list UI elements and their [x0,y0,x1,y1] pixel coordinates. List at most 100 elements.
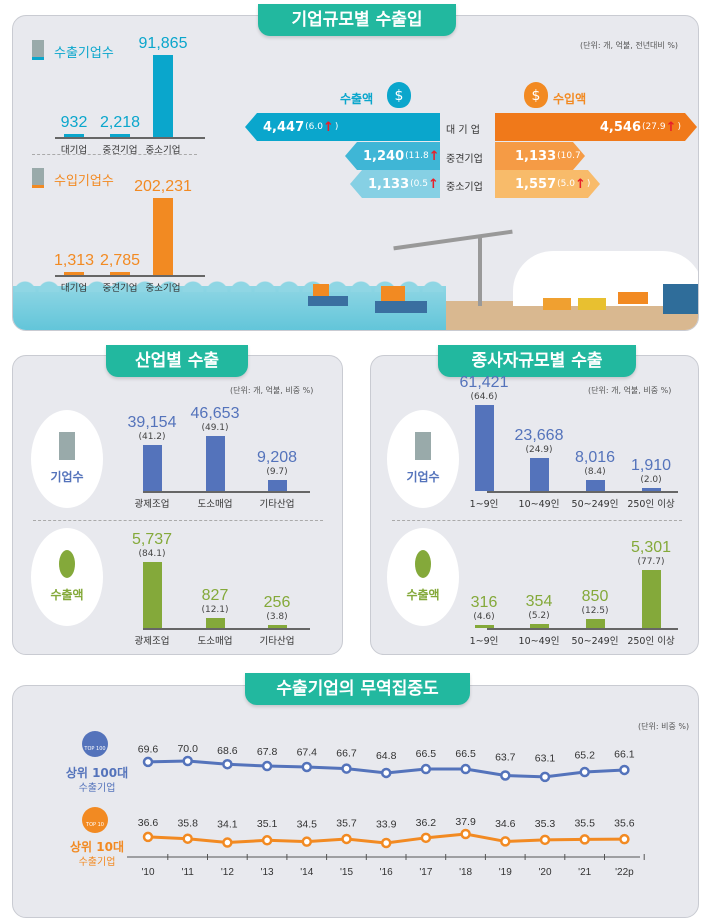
data-point [301,761,313,773]
category-label: 대기업 [60,283,88,294]
category-label: 1~9인 [469,499,499,510]
bar-value-label: 2,785 [99,252,141,269]
bar [142,444,162,491]
data-label: 36.6 [138,817,159,829]
top100-sub: 수출기업 [78,783,116,794]
x-tick-label: '20 [538,867,551,878]
bar [153,55,173,137]
bar-value-label: 256 [263,594,291,611]
icon-circle: 수출액 [31,528,103,626]
data-label: 69.6 [138,744,159,756]
x-tick-label: '14 [300,867,313,878]
data-point [380,767,392,779]
data-label: 36.2 [416,817,437,829]
data-point [261,760,273,772]
bar [474,405,494,491]
bar-share-label: (2.0) [640,475,662,485]
bar [205,436,225,491]
export-amount-arrow: 1,133(0.5↑) [350,170,440,198]
data-label: 67.8 [257,746,278,758]
import-amount-label: 수입액 [553,92,587,106]
export-amount-arrow: 1,240(11.8↑) [345,142,440,170]
data-point [500,770,511,781]
bar-share-label: (8.4) [584,466,606,477]
import-change: (5.0 [557,179,575,189]
data-label: 35.3 [535,818,556,830]
top10-sub: 수출기업 [78,857,116,868]
data-point [539,771,551,783]
category-label: 10~49인 [518,636,560,647]
sea-waves [13,278,446,292]
export-amount-value: 4,447 [263,119,305,135]
bar-value-label: 1,313 [53,252,95,269]
x-tick-label: '21 [578,867,591,878]
section-title: 종사자규모별 수출 [438,345,636,377]
category-label: 도소매업 [197,636,233,647]
up-arrow-icon: ↑ [427,176,439,192]
firm-count-label: 기업수 [406,470,440,484]
data-label: 66.1 [614,748,635,760]
axis-baseline [55,275,205,277]
bar-share-label: (64.6) [470,392,498,402]
crane-icon [478,236,482,306]
data-point [539,834,551,846]
import-amount-value: 4,546 [599,119,642,135]
data-label: 37.9 [455,816,476,828]
paren: ) [677,122,681,132]
bar-value-label: 8,016 [574,448,616,466]
bar-value-label: 827 [201,587,229,605]
factory-icon [663,284,698,314]
data-point [579,834,590,845]
category-label: 중소기업 [145,283,181,294]
bar-value-label: 23,668 [514,426,564,444]
up-arrow-icon: ↑ [574,176,586,192]
export-amount-label: 수출액 [340,92,374,106]
bar-value-label: 354 [525,593,553,611]
truck-icon [578,298,606,310]
data-point [182,833,193,844]
bar-value-label: 2,218 [99,114,141,131]
bar-value-label: 850 [581,587,609,605]
building-icon [415,432,431,460]
divider [33,520,323,521]
divider [32,154,197,155]
bar-share-label: (84.1) [138,549,166,559]
category-label: 중견기업 [102,283,138,294]
data-point [380,837,392,849]
data-point [619,833,630,845]
import-amount-value: 1,133 [515,148,557,164]
container-icon [313,284,329,296]
import-change: (10.7 [557,151,581,161]
export-amount-arrow: 4,447 (6.0 ↑) [245,113,440,141]
bar-value-label: 316 [470,593,498,611]
data-point [460,828,471,840]
x-tick-label: '19 [499,867,512,878]
firm-count-label: 기업수 [50,470,84,484]
data-point [460,763,471,775]
sea-illustration [13,286,446,330]
top10-label: 상위 10대 [70,840,124,854]
row-label: 중견기업 [446,154,483,165]
bar-value-label: 61,421 [459,374,509,391]
top100-badge-icon: TOP 100 [82,731,108,757]
export-amount-value: 1,240 [363,148,405,164]
category-label: 도소매업 [197,499,233,510]
data-label: 67.4 [297,747,318,759]
data-point [420,832,432,844]
category-label: 광제조업 [134,636,170,647]
data-label: 66.5 [455,748,476,760]
category-label: 광제조업 [134,499,170,510]
bar-value-label: 5,737 [131,531,173,548]
category-label: 10~49인 [518,499,560,510]
section-title: 기업규모별 수출입 [258,4,456,36]
data-point [579,766,590,778]
category-label: 중소기업 [145,145,181,156]
export-change: (11.8 [405,151,429,161]
ship-icon [375,301,427,313]
x-tick-label: '10 [141,867,154,878]
data-label: 35.6 [614,818,635,830]
x-tick-label: '16 [380,867,393,878]
bar-value-label: 5,301 [630,539,672,556]
category-label: 250인 이상 [627,636,675,647]
